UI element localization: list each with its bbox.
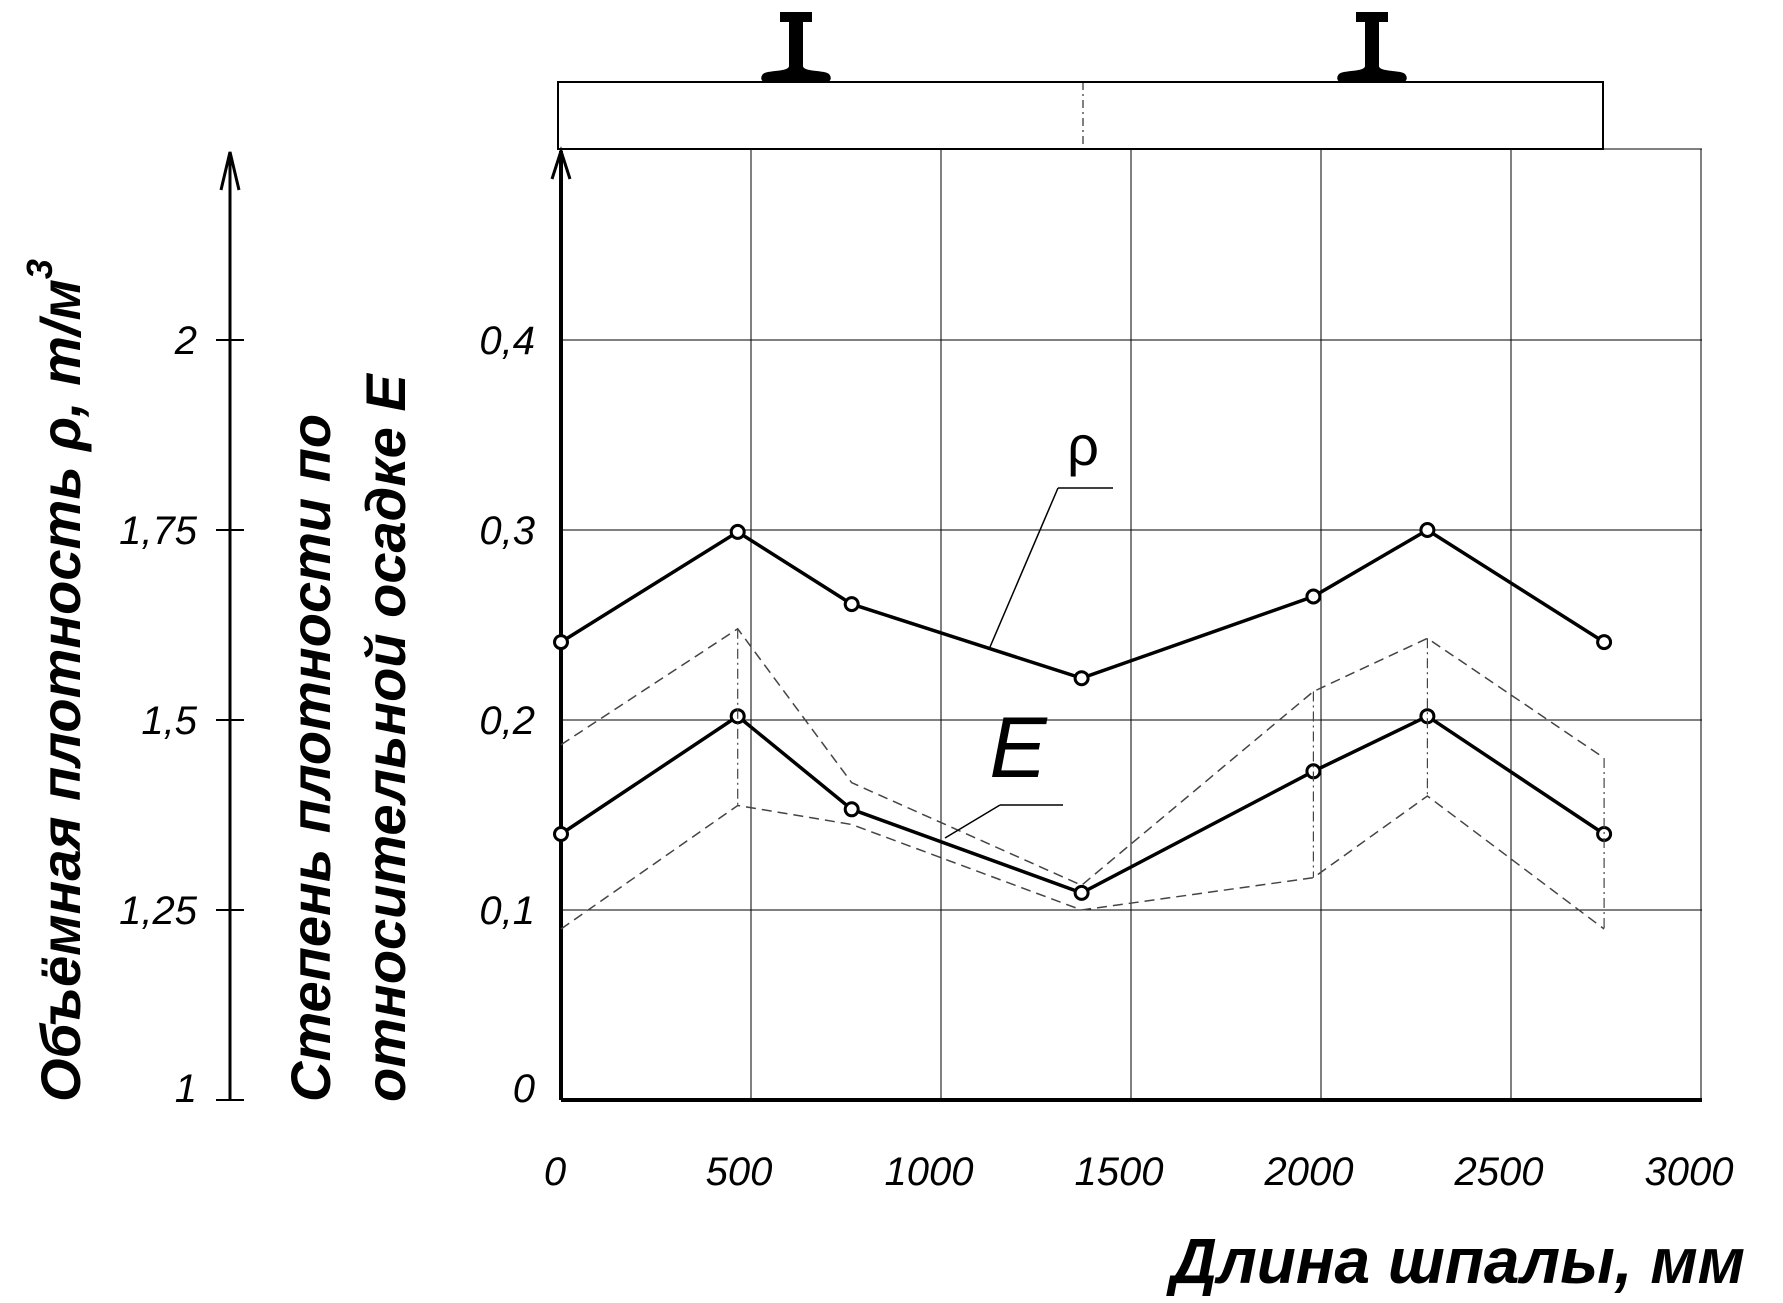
y2-axis-arrow-icon: [219, 151, 241, 191]
y-axis-title-line2: относительной осадке Е: [354, 373, 417, 1102]
series-0-point-0: [553, 634, 569, 651]
y-tick-label-4: 0,4: [479, 319, 535, 363]
x-tick-label-6: 3000: [1645, 1150, 1734, 1194]
y-tick-label-2: 0,2: [479, 699, 535, 743]
series-band-line-3: [560, 795, 1605, 930]
series-0-point-1: [729, 523, 746, 540]
y2-tick-label-1: 1,25: [119, 889, 198, 933]
axes: [219, 146, 1702, 1102]
x-tick-label-4: 2000: [1264, 1150, 1354, 1194]
y-tick-label-3: 0,3: [479, 509, 535, 553]
series-0-point-3: [1073, 670, 1090, 687]
rail-right-icon: [1337, 12, 1407, 82]
y2-tick-label-2: 1,5: [141, 699, 197, 743]
rho-label: ρ: [1067, 414, 1099, 477]
y2-tick-label-4: 2: [174, 319, 197, 363]
grid: [561, 148, 1702, 1100]
e-label: E: [989, 700, 1048, 796]
sleeper-illustration: [557, 12, 1604, 150]
x-tick-label-3: 1500: [1075, 1150, 1164, 1194]
rho-leader-arrow: [989, 487, 1059, 648]
rho-callout: ρ: [989, 414, 1113, 648]
x-tick-label-5: 2500: [1454, 1150, 1544, 1194]
y2-tick-label-0: 1: [175, 1067, 197, 1111]
series-0-point-5: [1419, 522, 1436, 538]
series-1-point-2: [843, 801, 860, 818]
x-tick-label-2: 1000: [885, 1150, 974, 1194]
y2-axis-title: Объёмная плотность ρ, т/м3: [19, 259, 92, 1102]
y-axis-title-line1: Степень плотности по: [279, 414, 342, 1102]
y-tick-label-0: 0: [513, 1067, 535, 1111]
x-tick-label-0: 0: [544, 1150, 566, 1194]
y2-axis-title-sup: 3: [19, 259, 60, 279]
series-0-point-6: [1596, 634, 1613, 651]
series-line-1: [560, 714, 1606, 895]
y2-axis-title-main: Объёмная плотность ρ, т/м: [29, 279, 92, 1102]
series-0-point-4: [1305, 588, 1322, 605]
series-line-0: [560, 527, 1606, 681]
tick-layer: 0 500 1000 1500 2000 2500 3000 0 0,1 0,2 0,3 0,4 1 1,…: [119, 319, 1733, 1194]
sleeper-rect: [557, 81, 1604, 150]
y2-tick-label-3: 1,75: [119, 509, 198, 553]
series-1-point-0: [553, 826, 569, 842]
x-tick-label-1: 500: [706, 1150, 773, 1194]
series-layer: [553, 522, 1613, 930]
series-band-line-2: [560, 627, 1605, 887]
y-tick-label-1: 0,1: [479, 889, 535, 933]
series-0-point-2: [843, 596, 860, 613]
y-axis-arrow-icon: [550, 146, 572, 180]
e-leader-arrow: [944, 804, 1001, 839]
series-1-point-3: [1073, 884, 1090, 901]
x-axis-title: Длина шпалы, мм: [1166, 1225, 1745, 1297]
e-callout: E: [944, 700, 1063, 839]
rail-left-icon: [761, 12, 831, 82]
